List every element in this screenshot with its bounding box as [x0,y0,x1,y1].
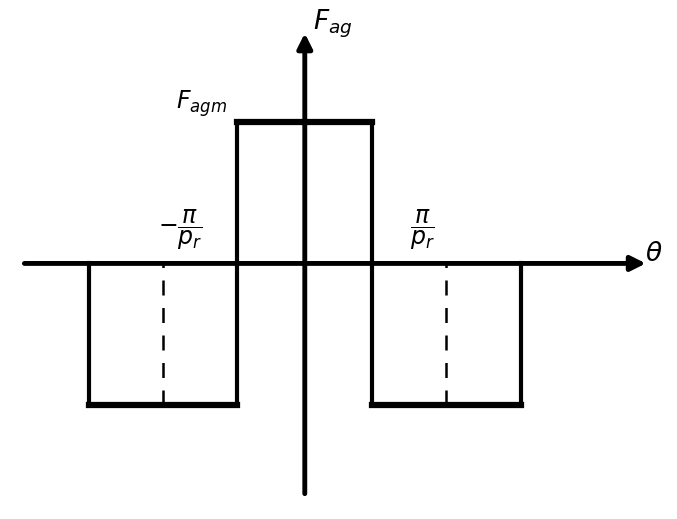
Text: $F_{agm}$: $F_{agm}$ [176,89,227,119]
Text: $\dfrac{\pi}{p_r}$: $\dfrac{\pi}{p_r}$ [410,208,435,252]
Text: $-\dfrac{\pi}{p_r}$: $-\dfrac{\pi}{p_r}$ [158,208,202,252]
Text: $\theta$: $\theta$ [645,241,663,266]
Text: $F_{ag}$: $F_{ag}$ [313,8,353,40]
